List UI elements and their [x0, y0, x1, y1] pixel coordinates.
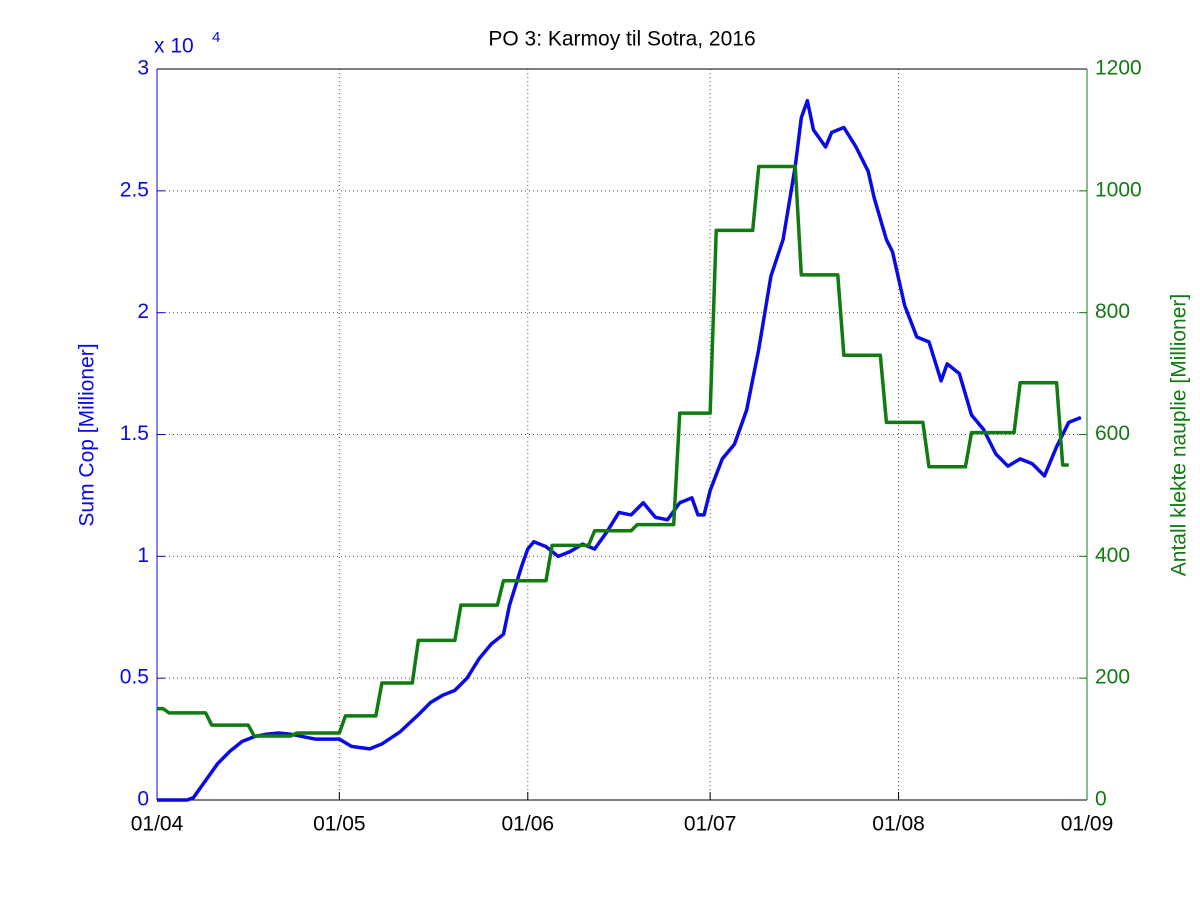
y-tick-label: 1.5 — [120, 422, 149, 445]
x-tick-label: 01/05 — [313, 813, 366, 836]
chart-title: PO 3: Karmoy til Sotra, 2016 — [488, 28, 755, 51]
y-tick-label: 0.5 — [120, 666, 149, 689]
x-tick-label: 01/08 — [872, 813, 925, 836]
y2-axis-label: Antall klekte nauplie [Millioner] — [1168, 294, 1191, 576]
y-tick-label: 2.5 — [120, 178, 149, 201]
y2-tick-label: 200 — [1095, 666, 1130, 689]
series-line — [157, 98, 1082, 802]
x-tick-label: 01/04 — [131, 813, 184, 836]
x-tick-label: 01/06 — [502, 813, 555, 836]
y2-tick-label: 400 — [1095, 544, 1130, 567]
y2-tick-label: 0 — [1095, 788, 1107, 811]
y2-tick-label: 600 — [1095, 422, 1130, 445]
y-multiplier-exponent: 4 — [212, 29, 220, 46]
y-tick-label: 1 — [137, 544, 149, 567]
y2-tick-label: 1200 — [1095, 57, 1142, 80]
y2-tick-label: 800 — [1095, 300, 1130, 323]
series-line — [157, 164, 1069, 738]
y-multiplier: x 10 — [154, 35, 194, 58]
x-tick-label: 01/07 — [684, 813, 737, 836]
y2-tick-label: 1000 — [1095, 178, 1142, 201]
y-tick-label: 0 — [137, 788, 149, 811]
x-tick-label: 01/09 — [1061, 813, 1114, 836]
y-tick-label: 2 — [137, 300, 149, 323]
y-tick-label: 3 — [137, 57, 149, 80]
y-axis-label: Sum Cop [Millioner] — [76, 343, 99, 526]
